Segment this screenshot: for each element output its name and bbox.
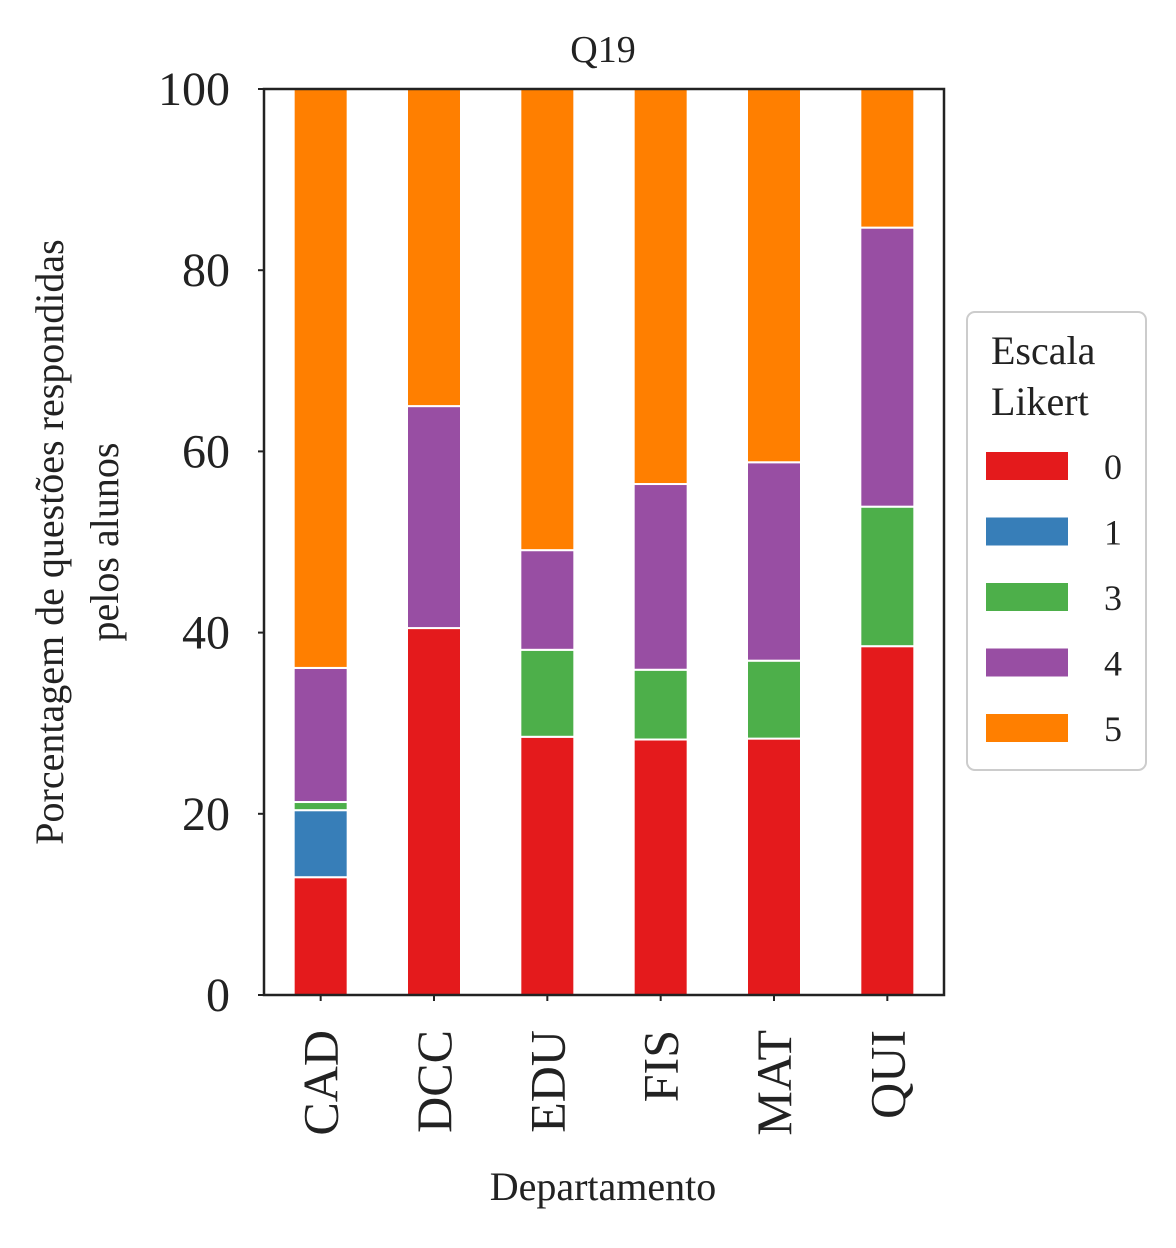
bar-dcc-likert-0 (406, 627, 462, 996)
bar-mat-likert-0 (746, 737, 802, 996)
legend-entries: 0 1 3 4 5 (986, 447, 1122, 749)
legend-label-4: 4 (1104, 644, 1122, 684)
y-tick-label-60: 60 (182, 425, 230, 478)
x-tick-label-qui: QUI (859, 1030, 915, 1119)
x-axis-label: Departamento (490, 1164, 717, 1209)
legend-title-line-1: Escala (991, 328, 1096, 373)
legend-label-0: 0 (1104, 447, 1122, 487)
x-tick-label-edu: EDU (519, 1030, 575, 1133)
x-tick-label-cad: CAD (293, 1030, 349, 1136)
bar-edu-likert-0 (519, 735, 576, 996)
bar-cad-likert-1 (292, 809, 349, 879)
bar-qui-likert-5 (859, 88, 916, 229)
y-axis-label: Porcentagem de questões respondidas pelo… (27, 239, 127, 844)
legend-swatch-5 (986, 714, 1068, 742)
bar-mat-likert-5 (746, 88, 802, 464)
bar-qui-likert-4 (859, 226, 916, 508)
bar-fis-likert-3 (632, 668, 689, 741)
bar-edu-likert-5 (519, 88, 576, 552)
legend-title-line-2: Likert (991, 379, 1089, 424)
y-axis-label-line-1: Porcentagem de questões respondidas (27, 239, 72, 844)
bar-fis-likert-0 (632, 738, 689, 997)
bar-mat-likert-4 (746, 461, 802, 662)
legend-label-1: 1 (1104, 513, 1122, 553)
bar-cad-likert-5 (292, 88, 349, 669)
chart-title: Q19 (570, 29, 635, 71)
y-axis-label-line-2: pelos alunos (82, 443, 127, 642)
legend-swatch-3 (986, 583, 1068, 611)
x-axis-ticks: CAD DCC EDU FIS MAT QUI (293, 995, 915, 1136)
y-tick-label-0: 0 (206, 969, 230, 1022)
y-tick-label-20: 20 (182, 788, 230, 841)
bar-cad-likert-0 (292, 876, 349, 996)
y-tick-label-80: 80 (182, 244, 230, 297)
y-tick-label-100: 100 (158, 63, 230, 116)
y-tick-label-40: 40 (182, 607, 230, 660)
bar-qui-likert-0 (859, 645, 916, 996)
bars-group (292, 88, 916, 997)
x-tick-label-mat: MAT (746, 1030, 802, 1136)
legend-swatch-1 (986, 517, 1068, 546)
plot-frame (262, 87, 946, 997)
x-tick-label-fis: FIS (633, 1030, 689, 1102)
bar-fis-likert-4 (632, 483, 689, 671)
legend-swatch-0 (986, 452, 1068, 480)
bar-dcc-likert-4 (406, 405, 462, 630)
bar-mat-likert-3 (746, 659, 802, 740)
bar-edu-likert-4 (519, 549, 576, 651)
legend-label-3: 3 (1104, 578, 1122, 618)
legend: Escala Likert 0 1 3 4 5 (966, 311, 1147, 771)
legend-label-5: 5 (1104, 709, 1122, 749)
x-tick-label-dcc: DCC (406, 1030, 462, 1133)
bar-cad-likert-3 (292, 801, 349, 812)
bar-dcc-likert-5 (406, 88, 462, 408)
bar-qui-likert-3 (859, 505, 916, 648)
legend-swatch-4 (986, 648, 1068, 677)
bar-fis-likert-5 (632, 88, 689, 486)
bar-edu-likert-3 (519, 648, 576, 738)
bar-cad-likert-4 (292, 666, 349, 804)
y-axis-ticks: 0 20 40 60 80 100 (158, 63, 264, 1022)
